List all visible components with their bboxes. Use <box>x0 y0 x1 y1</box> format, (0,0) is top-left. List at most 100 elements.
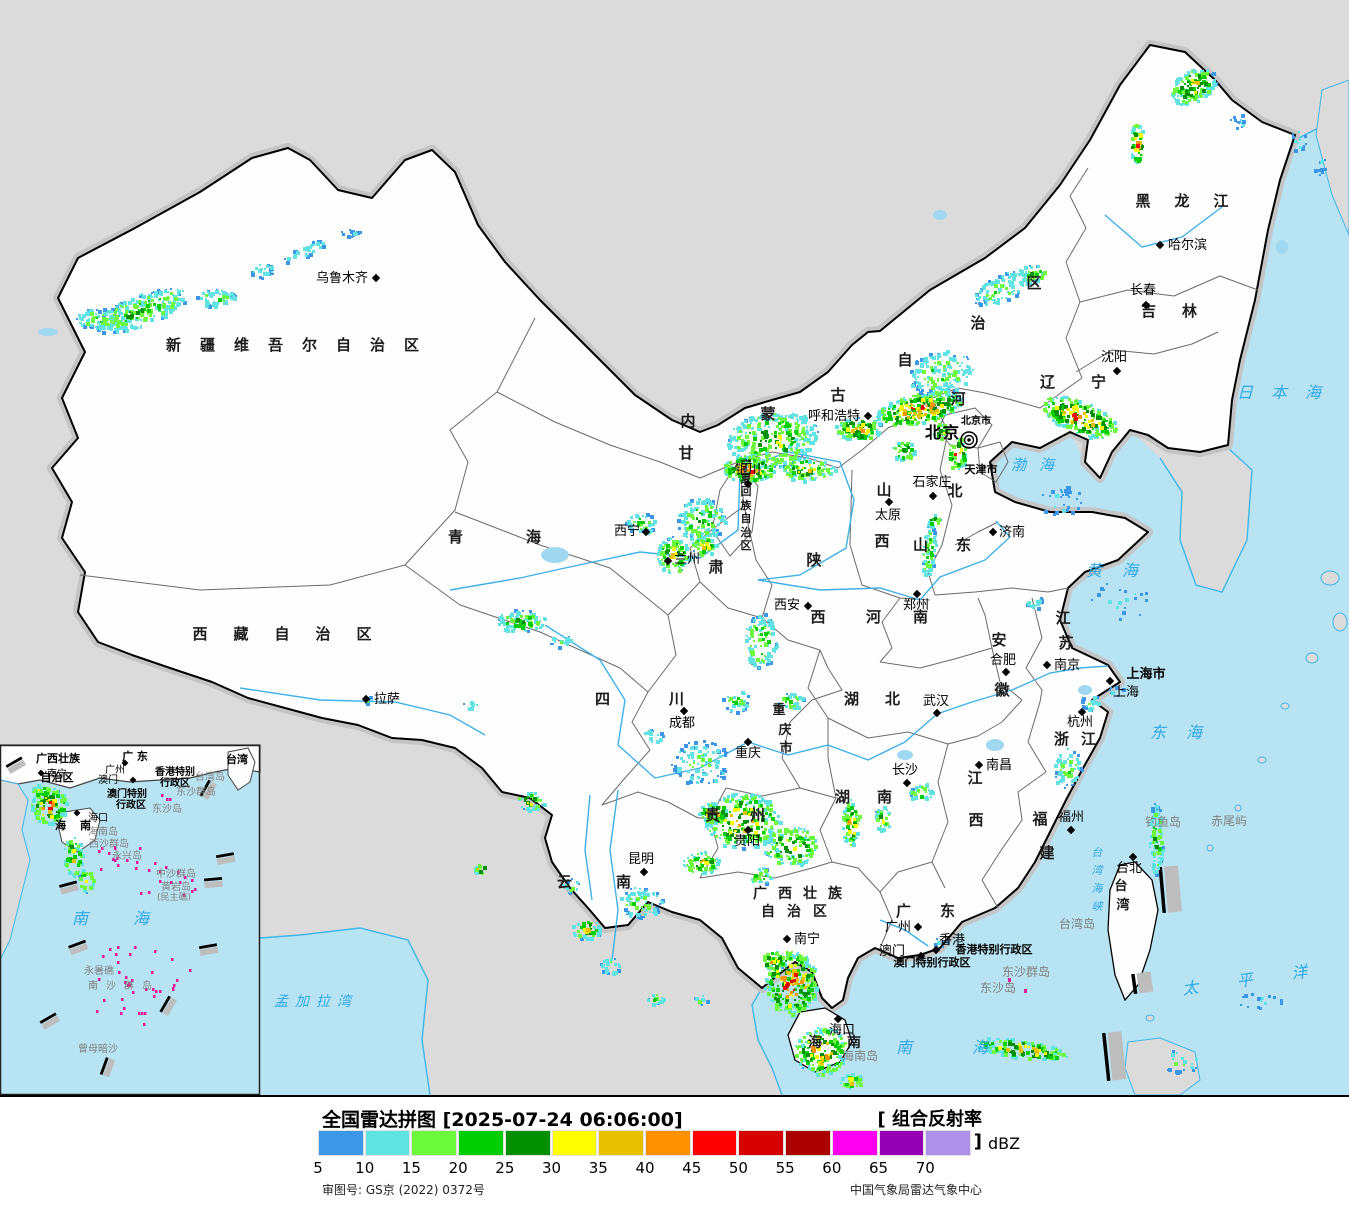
city-marker <box>884 497 894 507</box>
province-label: 自 <box>741 511 752 525</box>
legend-panel: 全国雷达拼图 [2025-07-24 06:06:00] [ 组合反射率 ] 5… <box>0 1095 1349 1208</box>
city-label: 香港 <box>939 933 965 948</box>
province-label: 吉林 <box>1141 302 1223 320</box>
city-marker <box>361 694 371 704</box>
inset-label: 香港特别 <box>155 765 195 778</box>
province-label: 云南 <box>557 873 675 891</box>
inset-label: 黄岩岛 <box>161 880 191 893</box>
map-title: 全国雷达拼图 [2025-07-24 06:06:00] <box>322 1109 683 1131</box>
dbz-tick: 45 <box>682 1159 702 1177</box>
city-label: 西安 <box>774 598 800 613</box>
dbz-tick: 30 <box>542 1159 562 1177</box>
sea-label: 渤海 <box>1011 456 1067 474</box>
province-label: 北 <box>947 482 962 500</box>
province-label: 新疆维吾尔自治区 <box>166 336 438 354</box>
dbz-tick: 5 <box>313 1159 323 1177</box>
inset-label: 行政区 <box>115 798 146 811</box>
city-label: 哈尔滨 <box>1168 237 1207 253</box>
dbz-swatch <box>738 1130 785 1156</box>
city-label: 济南 <box>999 524 1025 540</box>
city-marker <box>679 706 689 716</box>
inset-label: 西沙群岛 <box>89 837 129 850</box>
city-marker <box>641 527 651 537</box>
province-label: 族 <box>741 498 753 512</box>
dbz-swatch <box>598 1130 645 1156</box>
province-label: 自治区 <box>761 903 839 920</box>
city-marker <box>916 951 926 961</box>
city-marker <box>663 556 673 566</box>
province-label: 山东 <box>913 536 999 554</box>
province-label: 西 <box>968 811 983 829</box>
province-label: 西 <box>874 532 889 550</box>
city-label: 贵阳 <box>734 834 760 849</box>
city-label: 杭州 <box>1067 715 1093 730</box>
province-label: 安 <box>991 631 1006 649</box>
inset-label: 中沙群岛 <box>156 867 196 880</box>
city-label: 石家庄 <box>912 474 951 490</box>
city-marker <box>743 825 753 835</box>
inset-label: 南海 <box>72 909 194 928</box>
river-layer <box>38 206 1288 961</box>
inset-label: 澳门特别 <box>107 787 147 800</box>
city-label: 澳门 <box>98 773 118 786</box>
radar-echo-layer <box>76 69 1327 1090</box>
province-label: 黑龙江 <box>1135 192 1252 210</box>
sea-label: 黄海 <box>1086 561 1158 580</box>
dbz-tick: 20 <box>448 1159 468 1177</box>
nine-dash-line-layer <box>1101 865 1182 1082</box>
province-label: 贵州 <box>705 806 795 824</box>
admin-label: 上海市 <box>1126 666 1165 682</box>
inset-label: 永暑礁 <box>84 964 114 977</box>
city-marker <box>988 527 998 537</box>
province-label: 市 <box>779 740 792 756</box>
province-label: 肃 <box>708 558 723 576</box>
city-label: 重庆 <box>735 745 761 761</box>
dbz-tick: 65 <box>869 1159 889 1177</box>
sea-label: 湾 <box>1092 864 1105 877</box>
admin-label: 香港特别行政区 <box>955 942 1033 956</box>
city-marker <box>974 760 984 770</box>
city-marker <box>913 922 923 932</box>
island-label: 东沙群岛 <box>1002 964 1050 979</box>
inset-label: (民主礁) <box>157 891 191 903</box>
dbz-tick: 10 <box>355 1159 375 1177</box>
island-label: 赤尾屿 <box>1211 814 1247 828</box>
province-label: 台 <box>1114 878 1127 894</box>
sea-label: 峡 <box>1092 900 1105 913</box>
province-label: 建 <box>1039 844 1055 862</box>
dbz-tick: 15 <box>401 1159 421 1177</box>
dbz-tick: 55 <box>775 1159 795 1177</box>
province-label: 宁 <box>741 457 752 471</box>
city-label: 乌鲁木齐 <box>316 270 368 286</box>
province-label: 徽 <box>993 681 1010 699</box>
province-label: 区 <box>741 539 752 552</box>
city-label: 郑州 <box>903 598 929 613</box>
province-label: 甘 <box>678 444 693 462</box>
inset-label: 行政区 <box>159 776 190 789</box>
province-label: 辽宁 <box>1040 373 1142 391</box>
city-label: 澳门 <box>879 943 905 959</box>
city-marker <box>743 479 753 489</box>
dbz-colorbar <box>318 1130 972 1156</box>
capital-marker <box>960 431 978 449</box>
province-label: 湾 <box>1116 897 1129 913</box>
dbz-tick: 40 <box>635 1159 655 1177</box>
admin-label: 天津市 <box>965 462 998 476</box>
inset-label: 南沙群岛 <box>88 979 160 992</box>
dbz-swatch <box>691 1130 738 1156</box>
city-label: 长沙 <box>892 763 918 778</box>
province-label: 湖南 <box>835 788 919 806</box>
province-label: 治 <box>741 525 752 539</box>
admin-label: 澳门特别行政区 <box>894 955 971 969</box>
dbz-swatch <box>458 1130 504 1156</box>
inset-label: 东沙群岛 <box>176 785 216 798</box>
province-label: 广西壮族 <box>753 885 853 902</box>
city-label: 南宁 <box>47 767 67 780</box>
dbz-swatch <box>364 1130 411 1156</box>
province-border-layer <box>79 167 1259 949</box>
city-label: 西宁 <box>614 523 640 539</box>
province-label: 湖北 <box>844 690 926 708</box>
province-label: 古 <box>830 386 845 404</box>
province-label: 福 <box>1031 810 1047 828</box>
